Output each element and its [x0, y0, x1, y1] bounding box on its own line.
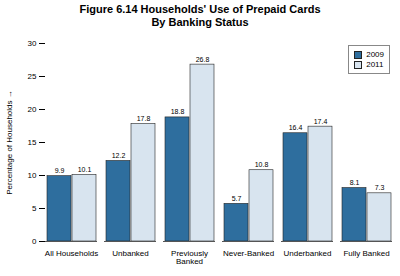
- svg-text:8.1: 8.1: [350, 179, 360, 186]
- svg-text:Percentage of Households →: Percentage of Households →: [5, 91, 14, 196]
- svg-text:10.1: 10.1: [78, 166, 92, 173]
- svg-text:7.3: 7.3: [375, 185, 385, 192]
- html-text:Figure 6.14 Households' Use of: Figure 6.14 Households' Use of Prepaid C…: [79, 3, 321, 29]
- html-text:2009: 2009: [366, 50, 384, 60]
- svg-text:16.4: 16.4: [289, 125, 303, 132]
- svg-text:Unbanked: Unbanked: [112, 250, 148, 259]
- svg-text:30: 30: [28, 39, 37, 48]
- svg-text:9.9: 9.9: [55, 168, 65, 175]
- svg-text:17.4: 17.4: [314, 118, 328, 125]
- svg-text:25: 25: [28, 72, 37, 81]
- svg-text:17.8: 17.8: [137, 115, 151, 122]
- svg-text:5.7: 5.7: [232, 195, 242, 202]
- svg-text:15: 15: [28, 138, 37, 147]
- svg-text:All Households: All Households: [45, 250, 98, 259]
- svg-text:26.8: 26.8: [196, 56, 210, 63]
- svg-text:10: 10: [28, 171, 37, 180]
- svg-text:PreviouslyBanked: PreviouslyBanked: [171, 250, 208, 267]
- svg-text:Fully Banked: Fully Banked: [343, 250, 389, 259]
- svg-text:Underbanked: Underbanked: [283, 250, 331, 259]
- svg-text:0: 0: [32, 237, 37, 246]
- html-text:2011: 2011: [366, 60, 384, 70]
- svg-text:18.8: 18.8: [171, 109, 185, 116]
- svg-text:12.2: 12.2: [112, 152, 126, 159]
- svg-text:20: 20: [28, 105, 37, 114]
- svg-text:Never-Banked: Never-Banked: [223, 250, 274, 259]
- svg-text:5: 5: [32, 204, 37, 213]
- svg-text:10.8: 10.8: [255, 162, 269, 169]
